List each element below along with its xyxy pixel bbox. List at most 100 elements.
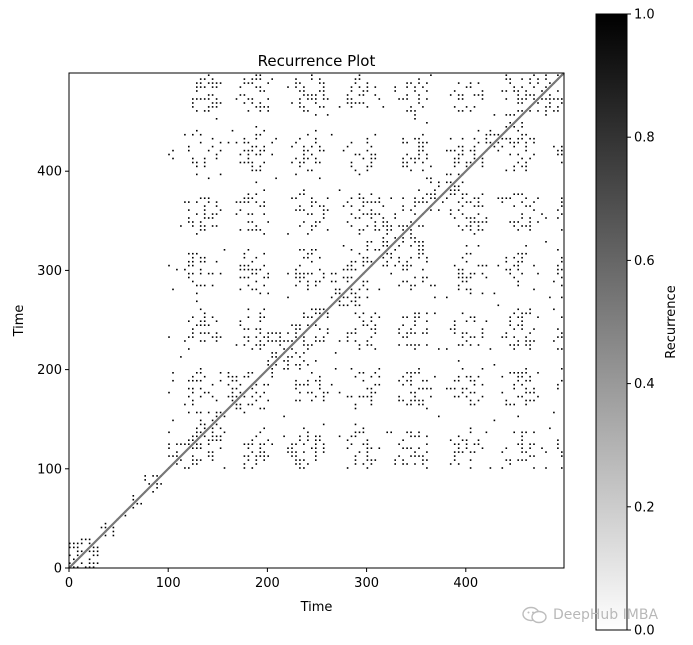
recurrence-cell [477, 443, 480, 445]
recurrence-cell [247, 316, 250, 318]
recurrence-cell [426, 153, 428, 156]
recurrence-cell [457, 276, 460, 279]
recurrence-cell [322, 308, 325, 311]
recurrence-cell [509, 122, 511, 124]
recurrence-cell [291, 102, 293, 104]
recurrence-cell [525, 90, 527, 92]
recurrence-cell [394, 217, 396, 219]
recurrence-cell [196, 463, 198, 465]
recurrence-cell [434, 284, 436, 287]
recurrence-cell [192, 391, 194, 394]
recurrence-cell [469, 225, 472, 227]
recurrence-cell [398, 395, 400, 398]
recurrence-cell [521, 122, 523, 124]
recurrence-cell [465, 288, 468, 291]
recurrence-cell [326, 328, 329, 330]
recurrence-cell [414, 118, 416, 120]
recurrence-cell [271, 332, 273, 334]
recurrence-cell [299, 391, 301, 394]
recurrence-cell [219, 82, 222, 84]
recurrence-cell [537, 102, 539, 104]
recurrence-cell [370, 241, 373, 243]
recurrence-cell [505, 399, 508, 402]
recurrence-cell [322, 205, 325, 207]
recurrence-cell [414, 395, 416, 398]
recurrence-cell [307, 316, 309, 318]
recurrence-cell [406, 268, 408, 271]
recurrence-cell [255, 288, 258, 291]
recurrence-cell [430, 387, 432, 390]
recurrence-cell [394, 86, 396, 88]
recurrence-cell [418, 241, 420, 243]
recurrence-cell [505, 90, 508, 92]
recurrence-cell [303, 383, 305, 386]
recurrence-cell [521, 372, 523, 374]
recurrence-cell [303, 106, 305, 108]
recurrence-cell [247, 375, 250, 378]
recurrence-cell [203, 78, 206, 80]
recurrence-cell [469, 375, 472, 378]
recurrence-cell [295, 336, 297, 338]
recurrence-cell [287, 340, 289, 342]
recurrence-cell [406, 463, 408, 465]
recurrence-cell [529, 308, 531, 311]
recurrence-cell [505, 137, 508, 140]
recurrence-cell [422, 459, 424, 461]
recurrence-cell [473, 106, 476, 108]
recurrence-cell [366, 344, 369, 346]
recurrence-cell [505, 336, 508, 338]
recurrence-cell [545, 74, 547, 76]
recurrence-cell [180, 459, 182, 461]
recurrence-cell [88, 562, 91, 564]
recurrence-cell [215, 415, 218, 418]
recurrence-cell [247, 308, 250, 311]
recurrence-cell [529, 344, 531, 346]
recurrence-cell [410, 157, 412, 160]
recurrence-cell [196, 443, 198, 445]
recurrence-cell [255, 344, 258, 346]
recurrence-cell [521, 431, 523, 434]
recurrence-cell [370, 459, 373, 461]
recurrence-cell [465, 395, 468, 398]
recurrence-cell [299, 368, 301, 370]
recurrence-cell [231, 395, 234, 398]
recurrence-cell [271, 78, 273, 80]
recurrence-cell [188, 379, 190, 382]
recurrence-cell [469, 399, 472, 402]
recurrence-cell [303, 157, 305, 160]
recurrence-cell [370, 157, 373, 160]
recurrence-cell [414, 213, 416, 215]
recurrence-cell [267, 364, 269, 366]
recurrence-cell [418, 141, 420, 144]
recurrence-cell [184, 268, 186, 271]
recurrence-cell [211, 427, 214, 430]
recurrence-cell [196, 173, 198, 176]
recurrence-cell [410, 328, 412, 330]
recurrence-cell [410, 447, 412, 449]
recurrence-cell [319, 205, 321, 207]
recurrence-cell [529, 312, 531, 315]
recurrence-cell [322, 451, 325, 453]
recurrence-cell [295, 352, 297, 354]
recurrence-cell [346, 439, 349, 441]
recurrence-cell [350, 86, 353, 88]
recurrence-cell [414, 201, 416, 203]
recurrence-cell [259, 447, 262, 449]
recurrence-cell [243, 264, 246, 267]
recurrence-cell [291, 356, 293, 358]
recurrence-cell [525, 169, 527, 172]
recurrence-cell [513, 86, 515, 88]
recurrence-cell [414, 451, 416, 453]
recurrence-cell [426, 201, 428, 203]
recurrence-cell [188, 320, 190, 322]
recurrence-cell [414, 90, 416, 92]
recurrence-cell [199, 320, 202, 322]
recurrence-cell [311, 213, 313, 215]
recurrence-cell [521, 225, 523, 227]
recurrence-cell [247, 264, 250, 267]
recurrence-cell [513, 328, 515, 330]
recurrence-cell [247, 284, 250, 287]
recurrence-cell [414, 348, 416, 350]
recurrence-cell [295, 443, 297, 445]
recurrence-cell [378, 213, 381, 215]
